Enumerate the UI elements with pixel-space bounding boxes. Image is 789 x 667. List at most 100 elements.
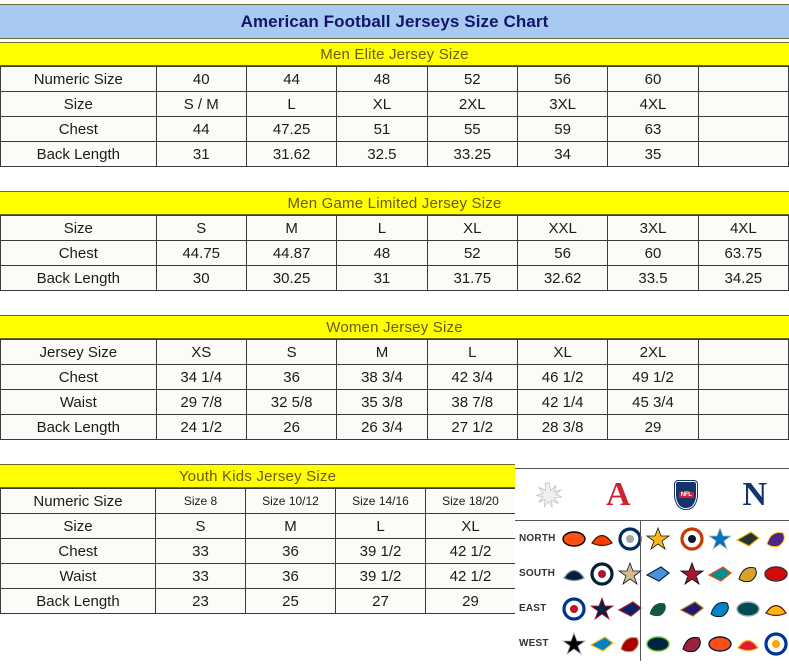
team-logo-icon (589, 561, 615, 587)
cell-value: 33 (155, 563, 246, 589)
cell-value: Size 18/20 (425, 488, 516, 514)
team-logo-icon (561, 596, 587, 622)
cell-value: 45 3/4 (607, 389, 699, 415)
table-row: Back Length 24 1/2 26 26 3/4 27 1/2 28 3/8 29 (0, 414, 789, 440)
cell-value: XL (426, 215, 518, 241)
afc-team-group (561, 631, 671, 657)
nfl-divisions-body: NORTH SOUTH EAST WEST (515, 521, 789, 661)
cell-value: 3XL (607, 215, 699, 241)
cell-value: 42 1/4 (516, 389, 609, 415)
cell-empty (697, 91, 789, 117)
team-logo-icon (679, 561, 705, 587)
cell-value: 39 1/2 (335, 563, 426, 589)
cell-value: 32.5 (336, 141, 428, 167)
cell-value: 44.75 (155, 240, 247, 266)
chart-title-banner: American Football Jerseys Size Chart (0, 4, 789, 39)
cell-value: 30 (155, 265, 247, 291)
cell-value: 34 1/4 (155, 364, 247, 390)
table-row: Size S M L XL (0, 513, 516, 539)
cell-value: 60 (607, 240, 699, 266)
team-logo-icon (707, 631, 733, 657)
team-logo-icon (679, 596, 705, 622)
cell-value: XXL (516, 215, 609, 241)
conference-divider (640, 521, 641, 661)
cell-value: 51 (336, 116, 428, 142)
cell-value: 35 (607, 141, 699, 167)
nfl-shield-icon: NFL (675, 480, 698, 509)
team-logo-icon (763, 631, 789, 657)
division-row-west: WEST (515, 626, 789, 661)
nfl-shield-slot: NFL (652, 480, 721, 509)
team-logo-icon (735, 631, 761, 657)
cell-value: 2XL (426, 91, 518, 117)
cell-value: 29 7/8 (155, 389, 247, 415)
team-logo-icon (707, 561, 733, 587)
cell-value: XL (336, 91, 428, 117)
row-label: Back Length (0, 265, 157, 291)
team-logo-icon (763, 561, 789, 587)
row-label: Size (0, 513, 156, 539)
cell-value: 56 (516, 240, 609, 266)
afc-team-group (561, 596, 671, 622)
cell-value: 46 1/2 (516, 364, 609, 390)
division-label: SOUTH (519, 568, 555, 579)
cell-empty (697, 66, 789, 92)
cell-value: 42 1/2 (425, 563, 516, 589)
afc-team-group (561, 561, 671, 587)
cell-value: Size 10/12 (245, 488, 336, 514)
nfl-shield-label: NFL (678, 491, 694, 498)
table-row: Size S / M L XL 2XL 3XL 4XL (0, 91, 789, 117)
cell-value: 24 1/2 (155, 414, 247, 440)
cell-value: 40 (155, 66, 247, 92)
cell-value: 32 5/8 (245, 389, 338, 415)
cell-value: M (245, 215, 338, 241)
table-row: Waist 33 36 39 1/2 42 1/2 (0, 563, 516, 589)
section-women: Women Jersey Size Jersey Size XS S M L XL 2XL Ch… (0, 315, 789, 440)
cell-value: S (155, 513, 246, 539)
cell-value: 33 (155, 538, 246, 564)
cell-value: 33.25 (426, 141, 518, 167)
table-row: Numeric Size 40 44 48 52 56 60 (0, 66, 789, 92)
row-label: Waist (0, 563, 156, 589)
division-label: EAST (519, 603, 547, 614)
cell-value: 34.25 (697, 265, 789, 291)
cell-value: 31 (336, 265, 428, 291)
cell-value: 30.25 (245, 265, 338, 291)
section-title: Youth Kids Jersey Size (178, 467, 337, 485)
cell-value: 31.75 (426, 265, 518, 291)
cell-empty (697, 364, 789, 390)
row-label: Jersey Size (0, 339, 157, 365)
cell-value: 35 3/8 (336, 389, 428, 415)
cell-value: Size 8 (155, 488, 246, 514)
nfl-conference-header: A NFL N (515, 469, 789, 521)
division-label: NORTH (519, 533, 556, 544)
cell-value: 42 1/2 (425, 538, 516, 564)
cell-value: S (155, 215, 247, 241)
row-label: Chest (0, 364, 157, 390)
cell-value: 63.75 (697, 240, 789, 266)
cell-value: 48 (336, 66, 428, 92)
cell-value: M (336, 339, 428, 365)
cell-value: 44 (245, 66, 338, 92)
team-logo-icon (617, 596, 643, 622)
cell-value: 33.5 (607, 265, 699, 291)
cell-value: 3XL (516, 91, 609, 117)
section-title-band-youth-kids: Youth Kids Jersey Size (0, 464, 515, 488)
cell-value: 25 (245, 588, 336, 614)
section-title-band-men-elite: Men Elite Jersey Size (0, 42, 789, 66)
cell-value: 31.62 (245, 141, 338, 167)
table-row: Back Length 23 25 27 29 (0, 588, 516, 614)
row-label: Chest (0, 116, 157, 142)
team-logo-icon (679, 631, 705, 657)
cell-value: 26 3/4 (336, 414, 428, 440)
nfc-team-group (671, 631, 789, 657)
row-label: Size (0, 91, 157, 117)
cell-value: L (426, 339, 518, 365)
division-row-south: SOUTH (515, 556, 789, 591)
cell-value: S / M (155, 91, 247, 117)
cell-value: XL (516, 339, 609, 365)
cell-value: 23 (155, 588, 246, 614)
table-row: Chest 34 1/4 36 38 3/4 42 3/4 46 1/2 49 1/2 (0, 364, 789, 390)
row-label: Waist (0, 389, 157, 415)
size-table-youth-kids: Numeric Size Size 8 Size 10/12 Size 14/16 Si… (0, 488, 516, 614)
